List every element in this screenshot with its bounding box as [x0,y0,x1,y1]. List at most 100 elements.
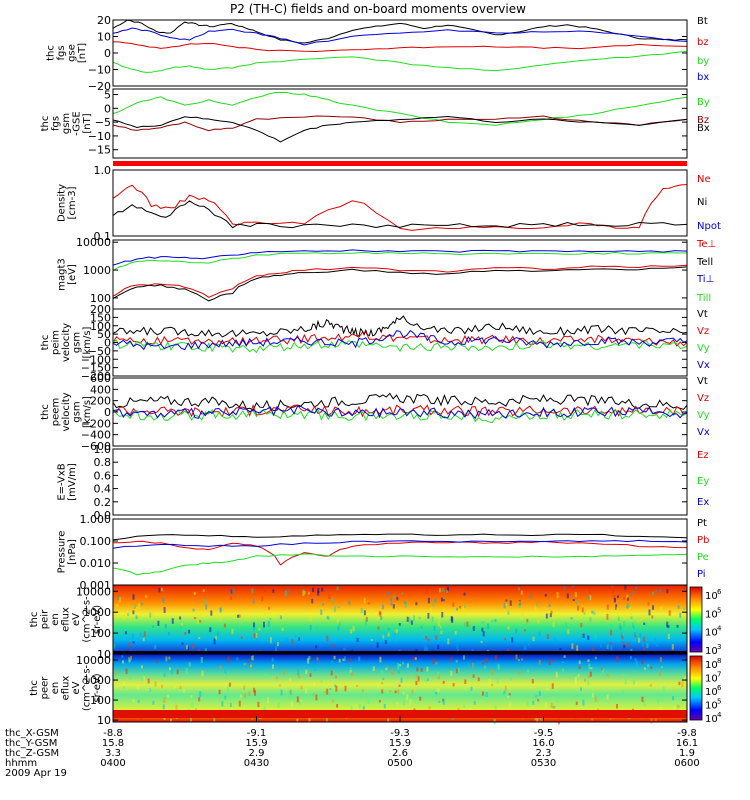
spectrogram-pixel [654,590,657,594]
spectrogram-pixel [343,647,346,651]
spectrogram-pixel [116,603,119,608]
spectrogram-pixel [567,629,570,635]
spectrogram-gap [113,651,687,654]
spectrogram-pixel [288,693,291,700]
spectrogram-pixel [624,585,627,590]
spectrogram-pixel [333,609,336,613]
spectrogram-pixel [406,694,409,700]
y-axis-label-line: gsm [72,332,83,353]
spectrogram-pixel [297,637,300,641]
spectrogram-pixel [683,676,686,681]
y-axis-label-line: en [50,613,61,626]
legend-entry: Ti⊥ [696,274,714,285]
spectrogram-pixel [337,626,340,631]
spectrogram-pixel [615,607,618,612]
spectrogram-pixel [437,644,440,650]
spectrogram-pixel [297,669,300,676]
y-tick-label: 0.4 [94,483,112,496]
spectrogram-pixel [253,622,255,628]
spectrogram-pixel [237,614,239,618]
spectrogram-pixel [623,621,626,627]
series-line-density-1 [112,200,688,229]
spectrogram-pixel [187,646,190,651]
y-tick-label: 600 [90,372,111,385]
y-axis-label-line: velocity [61,392,72,431]
spectrogram-pixel [520,590,523,595]
spectrogram-pixel [298,698,301,705]
spectrogram-pixel [264,612,267,617]
legend-entry: Vz [697,326,709,337]
y-tick-label: 10000 [76,236,111,249]
spectrogram-pixel [284,590,287,597]
spectrogram-pixel [309,673,312,677]
y-tick-label: 200 [90,303,111,316]
spectrogram-pixel [621,630,624,636]
series-line-peem_velocity-0 [112,392,688,411]
spectrogram-pixel [426,666,429,672]
spectrogram-pixel [535,695,538,698]
spectrogram-pixel [387,632,390,637]
spectrogram-pixel [145,594,148,598]
spectrogram-pixel [526,701,529,707]
y-axis-label-line: E=-VxB [57,463,68,500]
y-axis-label-line: eV [71,613,82,626]
spectrogram-pixel [327,617,330,620]
y-axis-label-line: eflux [61,676,72,701]
series-line-fgs_gse-3 [112,27,688,46]
spectrogram-pixel [643,700,646,707]
spectrogram-pixel [118,597,121,603]
spectrogram-pixel [587,659,590,663]
spectrogram-pixel [445,587,448,590]
spectrogram-pixel [243,693,246,699]
spectrogram-pixel [582,699,585,706]
spectrogram-pixel [435,691,437,695]
spectrogram-pixel [356,684,359,688]
y-tick-label: 1.000 [80,513,112,526]
spectrogram-pixel [326,688,329,695]
spectrogram-pixel [450,657,453,662]
y-tick-label: 50 [97,328,111,341]
legend-entry: Bx [697,123,710,134]
spectrogram-pixel [559,647,562,651]
spectrogram-pixel [350,629,353,634]
spectrogram-pixel [455,659,458,663]
colorbar-tick-label: 10 [705,701,718,712]
spectrogram-pixel [121,655,124,658]
spectrogram-pixel [307,658,310,664]
spectrogram-pixel [454,631,457,635]
spectrogram-pixel [156,660,158,663]
spectrogram-pixel [632,679,635,684]
spectrogram-pixel [576,645,579,651]
spectrogram-pixel [571,643,574,649]
spectrogram-pixel [342,658,345,662]
spectrogram-pixel [286,589,289,594]
spectrogram-pixel [677,705,680,709]
series-line-pressure-2 [112,553,688,576]
y-tick-label: 1000 [83,606,111,619]
spectrogram-pixel [463,704,466,708]
spectrogram-pixel [561,661,564,664]
spectrogram-band [113,710,687,718]
spectrogram-pixel [382,635,385,639]
spectrogram-pixel [147,688,150,692]
spectrogram-pixel [331,660,334,663]
spectrogram-pixel [574,676,577,683]
x-tick-label-z: 1.9 [679,748,695,759]
spectrogram-pixel [197,649,200,652]
spectrogram-pixel [420,668,423,672]
ephemeris-row-label: thc_X-GSM [5,728,59,739]
series-line-fgs_gsm-2 [112,115,688,143]
legend-entry: Ez [697,450,709,461]
spectrogram-pixel [442,680,445,684]
spectrogram-pixel [427,597,430,604]
spectrogram-pixel [641,696,644,703]
spectrogram-pixel [562,668,564,673]
spectrogram-pixel [210,610,213,616]
spectrogram-pixel [255,632,258,639]
spectrogram-pixel [496,677,499,684]
spectrogram-pixel [610,624,613,627]
spectrogram-pixel [437,674,440,680]
spectrogram-pixel [437,688,440,693]
spectrogram-pixel [143,676,145,682]
legend-entry: by [697,56,709,67]
